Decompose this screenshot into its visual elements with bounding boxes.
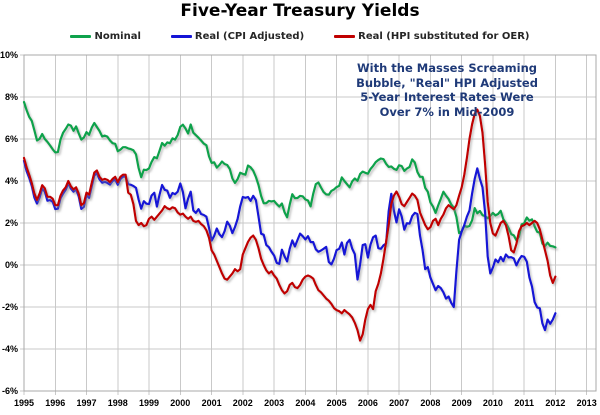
annotation-line-3: 5-Year Interest Rates Were bbox=[360, 90, 534, 104]
nominal-line-swatch bbox=[70, 35, 92, 38]
real-cpi-line-swatch bbox=[170, 35, 192, 38]
x-tick-label: 2005 bbox=[327, 398, 347, 408]
x-tick-label: 2013 bbox=[577, 398, 597, 408]
y-tick-label: 2% bbox=[5, 218, 18, 228]
y-tick-label: 0% bbox=[5, 260, 18, 270]
x-tick-label: 1995 bbox=[14, 398, 34, 408]
legend: Nominal Real (CPI Adjusted) Real (HPI su… bbox=[0, 31, 600, 42]
legend-label-nominal: Nominal bbox=[94, 31, 141, 42]
legend-label-real-cpi: Real (CPI Adjusted) bbox=[194, 31, 305, 42]
x-tick-label: 2001 bbox=[202, 398, 222, 408]
x-tick-label: 2011 bbox=[514, 398, 534, 408]
annotation-line-4: Over 7% in Mid-2009 bbox=[379, 104, 515, 119]
real-hpi-line bbox=[22, 108, 557, 342]
annotation-callout: With the Masses Screaming Bubble, "Real"… bbox=[338, 61, 556, 119]
x-tick-label: 1999 bbox=[139, 398, 159, 408]
x-tick-label: 2002 bbox=[233, 398, 253, 408]
y-tick-label: -2% bbox=[2, 302, 18, 312]
axis-tick-labels: 10% 8% 6% 4% 2% 0% -2% -4% -6% 1995 1996 1997 1998 19… bbox=[0, 50, 597, 408]
nominal-line bbox=[22, 100, 557, 249]
x-tick-label: 2003 bbox=[264, 398, 284, 408]
x-tick-label: 2009 bbox=[452, 398, 472, 408]
x-tick-label: 2010 bbox=[483, 398, 503, 408]
x-tick-label: 1997 bbox=[76, 398, 96, 408]
x-tick-label: 2000 bbox=[170, 398, 190, 408]
x-tick-label: 2004 bbox=[295, 398, 315, 408]
y-tick-label: 8% bbox=[5, 92, 18, 102]
y-tick-label: -6% bbox=[2, 386, 18, 396]
real-hpi-line-swatch bbox=[334, 35, 356, 38]
legend-item-nominal: Nominal bbox=[70, 31, 141, 42]
series-lines bbox=[22, 100, 557, 342]
x-tick-label: 2007 bbox=[389, 398, 409, 408]
y-tick-label: 10% bbox=[0, 50, 18, 60]
legend-item-real-hpi: Real (HPI substituted for OER) bbox=[334, 31, 530, 42]
chart-title: Five-Year Treasury Yields bbox=[180, 1, 420, 21]
legend-label-real-hpi: Real (HPI substituted for OER) bbox=[358, 31, 530, 42]
x-tick-label: 2012 bbox=[545, 398, 565, 408]
x-tick-label: 2006 bbox=[358, 398, 378, 408]
x-tick-label: 1996 bbox=[45, 398, 65, 408]
y-tick-label: 4% bbox=[5, 176, 18, 186]
x-tick-label: 2008 bbox=[420, 398, 440, 408]
legend-item-real-cpi: Real (CPI Adjusted) bbox=[170, 31, 305, 42]
annotation-line-2: Bubble, "Real" HPI Adjusted bbox=[356, 75, 538, 90]
y-tick-label: -4% bbox=[2, 344, 18, 354]
x-tick-label: 1998 bbox=[108, 398, 128, 408]
y-tick-label: 6% bbox=[5, 134, 18, 144]
annotation-line-1: With the Masses Screaming bbox=[356, 61, 538, 75]
real-cpi-line bbox=[22, 159, 557, 332]
gridlines bbox=[20, 54, 597, 395]
